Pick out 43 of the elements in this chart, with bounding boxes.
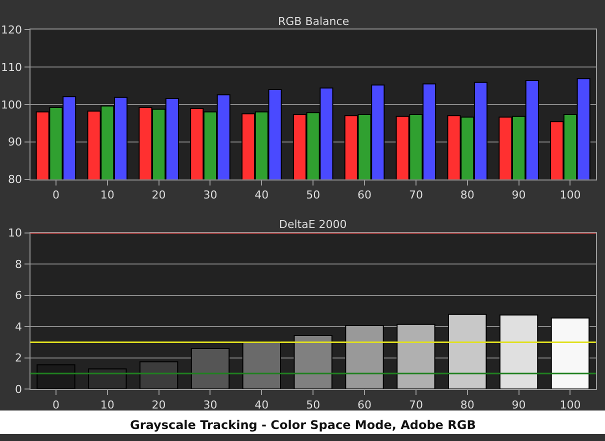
x-tick-label: 20	[152, 398, 166, 412]
text: Grayscale Tracking - Color Space Mode, Adobe RGB	[130, 418, 476, 432]
x-tick-label: 30	[203, 188, 218, 202]
y-tick-label: 90	[8, 136, 22, 149]
bar	[550, 317, 590, 390]
x-tick-label: 40	[254, 188, 269, 202]
x-tick-label: 70	[408, 188, 423, 202]
y-tick-label: 80	[8, 173, 22, 186]
x-tick-label: 40	[254, 398, 269, 412]
x-tick-label: 10	[100, 188, 114, 202]
x-tick-label: 80	[460, 398, 474, 412]
x-tick-label: 0	[52, 398, 60, 412]
x-tick-label: 90	[512, 188, 526, 202]
bar	[190, 348, 230, 390]
chart-title: RGB Balance	[278, 15, 350, 28]
y-tick-label: 10	[8, 226, 22, 240]
x-tick-label: 90	[512, 398, 526, 412]
x-tick-label: 50	[306, 398, 320, 412]
y-tick-label: 110	[1, 60, 22, 74]
bar	[448, 314, 487, 390]
y-tick-label: 100	[1, 98, 22, 112]
chart-title: DeltaE 2000	[279, 218, 347, 231]
x-tick-label: 80	[460, 188, 474, 202]
x-tick-label: 70	[408, 398, 423, 412]
bar	[242, 341, 282, 390]
bar	[499, 314, 538, 390]
x-tick-label: 30	[203, 398, 218, 412]
bar	[396, 324, 436, 390]
x-tick-label: 100	[560, 398, 581, 412]
x-tick-label: 0	[52, 188, 60, 202]
x-tick-label: 10	[100, 398, 114, 412]
x-tick-label: 60	[358, 398, 372, 412]
y-tick-label: 0	[15, 382, 22, 396]
y-tick-label: 2	[15, 352, 22, 365]
y-tick-label: 6	[15, 289, 22, 302]
x-tick-label: 50	[306, 188, 320, 202]
x-tick-label: 100	[560, 188, 581, 202]
bar	[139, 361, 178, 390]
x-tick-label: 20	[152, 188, 166, 202]
y-tick-label: 4	[15, 320, 22, 334]
y-tick-label: 120	[1, 23, 22, 36]
y-tick-label: 8	[15, 258, 22, 271]
x-tick-label: 60	[358, 188, 372, 202]
